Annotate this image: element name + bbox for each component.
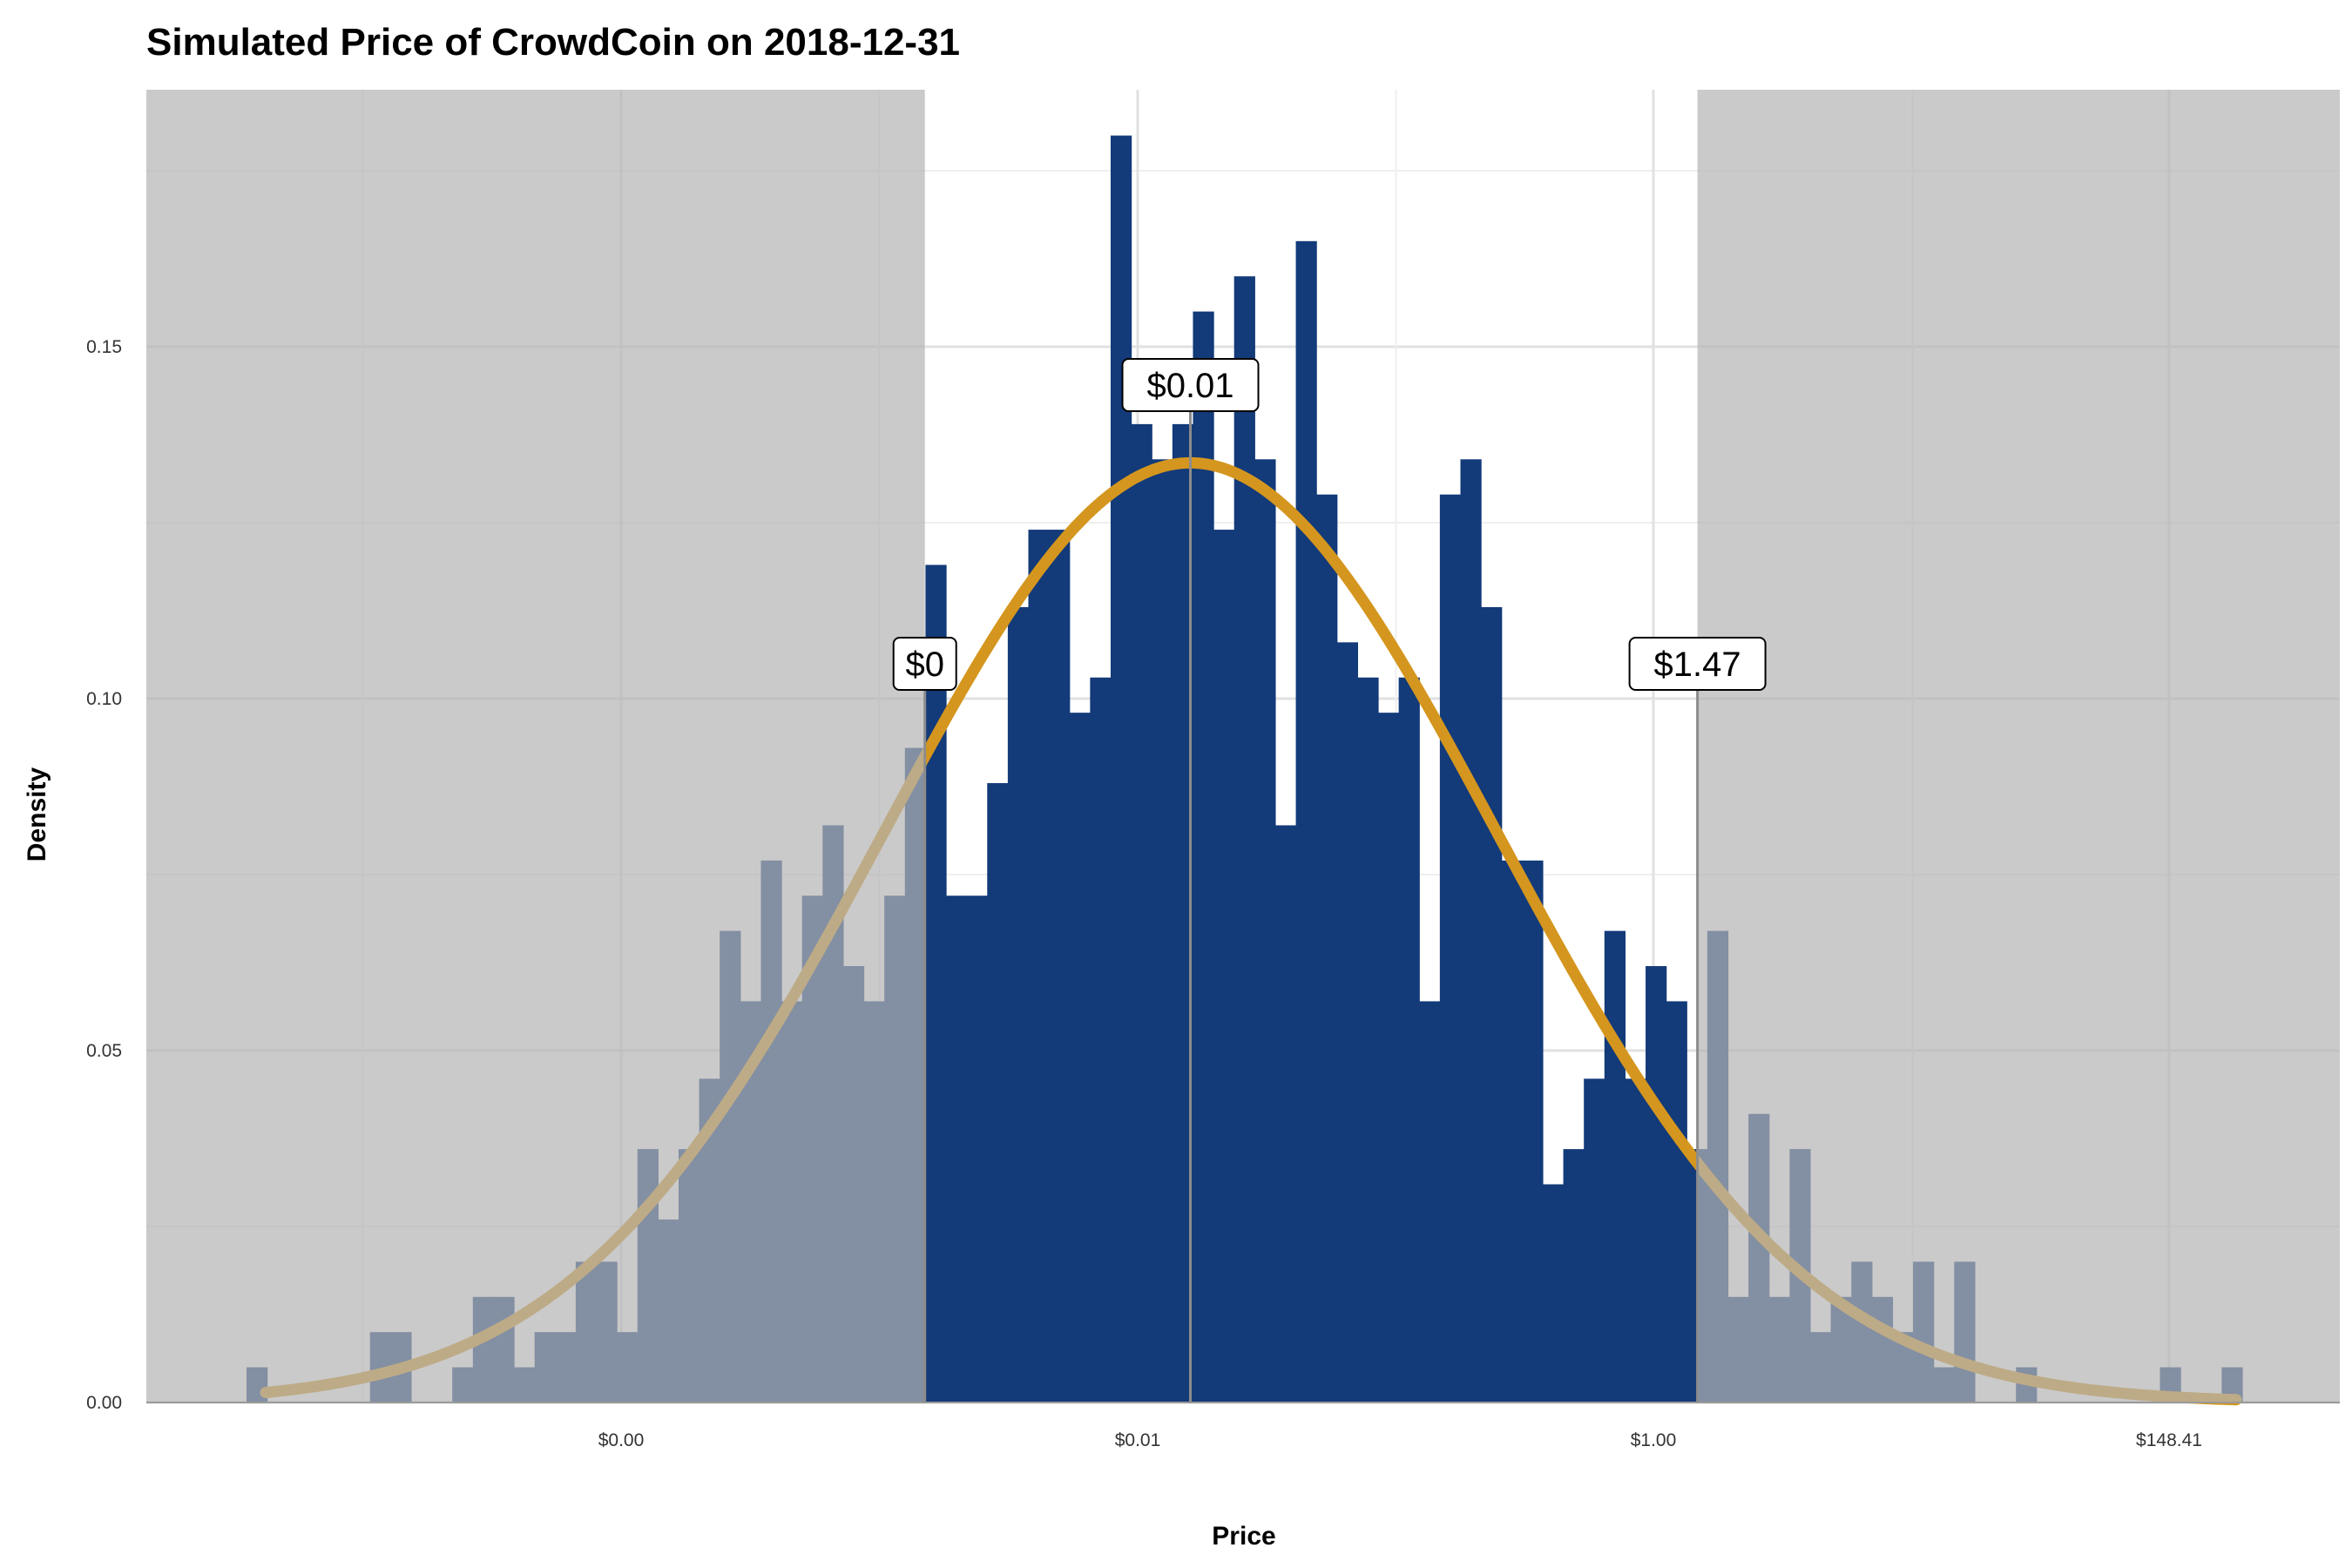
histogram-bar	[1274, 825, 1297, 1402]
histogram-bar	[1131, 423, 1152, 1402]
histogram-bar	[1213, 530, 1235, 1402]
annotation-box	[892, 637, 957, 691]
x-tick-label: $1.00	[1631, 1430, 1677, 1450]
x-tick-label: $148.41	[2136, 1430, 2202, 1450]
annotation-label: $0	[905, 645, 944, 684]
histogram-bar	[987, 782, 1009, 1402]
histogram-bar	[1378, 713, 1400, 1402]
histogram-bar	[1233, 276, 1255, 1403]
histogram-bar	[1563, 1149, 1585, 1402]
shaded-region-right	[1697, 90, 2340, 1402]
histogram-bar	[1069, 713, 1091, 1402]
histogram-bar	[1542, 1184, 1565, 1402]
annotation-box	[1121, 358, 1260, 412]
histogram-bar	[1501, 860, 1523, 1402]
histogram-bar	[1439, 494, 1462, 1403]
histogram-bar	[1110, 135, 1132, 1403]
histogram-bar	[1419, 1001, 1441, 1402]
histogram-bar	[1357, 677, 1379, 1402]
histogram-bar	[1666, 1001, 1687, 1402]
y-tick-label: 0.10	[86, 689, 122, 709]
histogram-bar	[1481, 606, 1503, 1402]
y-tick-label: 0.05	[86, 1041, 122, 1061]
histogram-bar	[1193, 311, 1214, 1403]
shaded-region-left	[146, 90, 925, 1402]
histogram-bar	[1316, 494, 1338, 1403]
histogram-bar	[1295, 240, 1317, 1402]
y-axis-title: Density	[23, 767, 51, 862]
x-tick-label: $0.01	[1115, 1430, 1161, 1450]
histogram-bar	[1336, 642, 1359, 1402]
histogram-bar	[1625, 1078, 1646, 1402]
histogram-bar	[1646, 966, 1667, 1402]
histogram-bar	[925, 564, 947, 1402]
histogram-bar	[1090, 677, 1112, 1402]
histogram-bar	[1152, 459, 1173, 1402]
annotation-label: $0.01	[1146, 367, 1233, 405]
histogram-bar	[966, 896, 988, 1402]
histogram-bar	[1604, 930, 1626, 1402]
plot-area: $0 $0.01 $1.47 0.00 0.05 0.10 0.15 $0.00 $0.01 $1…	[86, 90, 2340, 1450]
histogram-bar	[1007, 606, 1030, 1402]
chart-title: Simulated Price of CrowdCoin on 2018-12-…	[146, 21, 960, 64]
histogram-bar	[946, 896, 968, 1402]
y-tick-label: 0.00	[86, 1393, 122, 1413]
histogram-bar	[1028, 530, 1050, 1402]
histogram-bar	[1584, 1078, 1605, 1402]
histogram-bar	[1254, 459, 1276, 1402]
annotation-label: $1.47	[1654, 645, 1741, 684]
histogram-bar	[1398, 677, 1420, 1402]
histogram-bar	[1049, 530, 1071, 1402]
x-tick-label: $0.00	[598, 1430, 645, 1450]
x-axis-title: Price	[1212, 1522, 1275, 1551]
histogram-bar	[1460, 459, 1482, 1402]
histogram-bar	[1522, 860, 1544, 1402]
y-tick-label: 0.15	[86, 337, 122, 357]
annotation-box	[1628, 637, 1767, 691]
